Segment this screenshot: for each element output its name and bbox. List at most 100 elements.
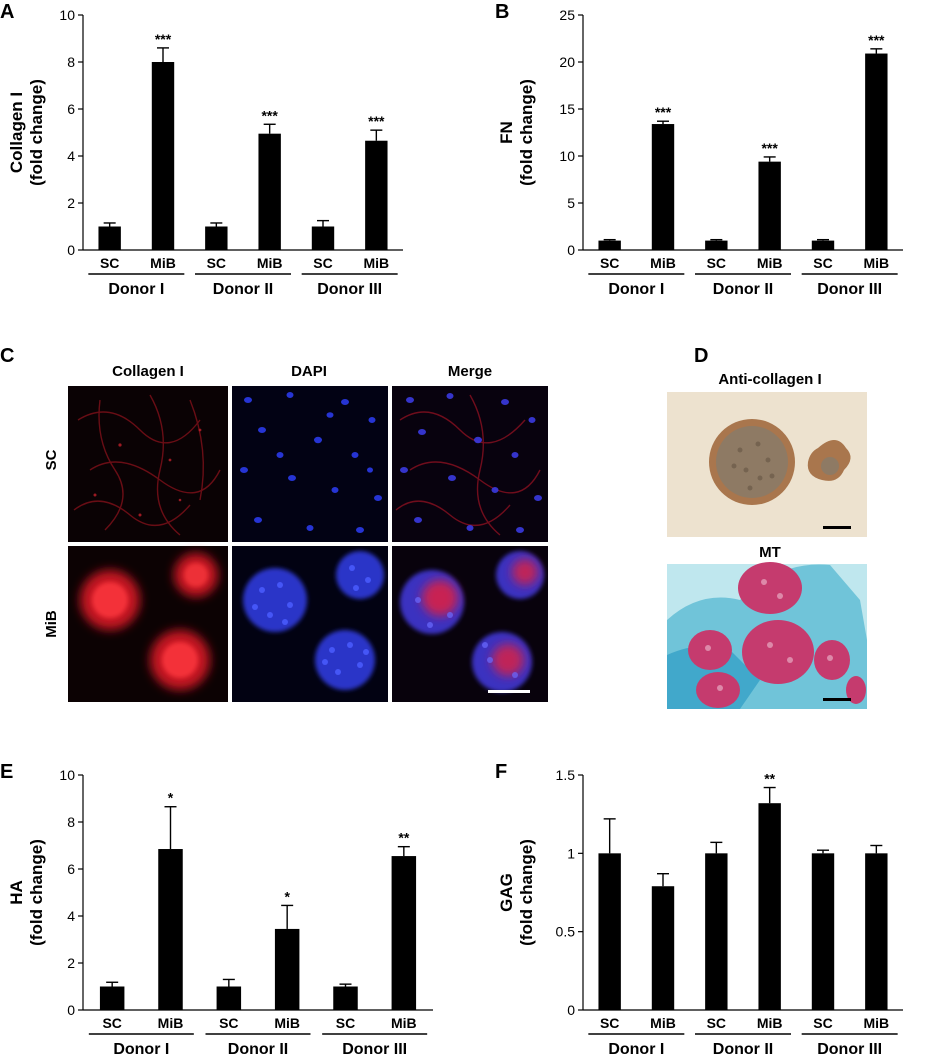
chart-ha: E HA (fold change) 0 2 4 6 8 10 SC * MiB SC * MiB SC ** M… xyxy=(0,761,433,1058)
y-tick-label: 1.5 xyxy=(556,767,576,783)
x-category-label: SC xyxy=(600,1015,619,1031)
x-category-label: SC xyxy=(707,255,726,271)
bar-sc xyxy=(598,240,621,250)
bar-sc xyxy=(598,853,621,1010)
chart-fn: B FN (fold change) 0 5 10 15 20 25 SC *** MiB SC *** M… xyxy=(495,1,903,298)
x-category-label: SC xyxy=(336,1015,355,1031)
bar-sc xyxy=(205,226,228,250)
bar-sc xyxy=(99,986,125,1010)
y-axis-label: Collagen I xyxy=(7,92,26,173)
significance-marker: * xyxy=(284,888,290,904)
column-title-dapi: DAPI xyxy=(291,363,327,380)
group-label: Donor III xyxy=(817,1041,882,1058)
panel-label-c: C xyxy=(0,345,14,367)
chart-gag: F GAG (fold change) 0 0.5 1 1.5 SC MiB SC ** MiB SC M… xyxy=(495,761,903,1058)
significance-marker: * xyxy=(168,790,174,806)
significance-marker: *** xyxy=(261,107,278,123)
x-category-label: SC xyxy=(219,1015,238,1031)
significance-marker: ** xyxy=(764,771,775,787)
y-tick-label: 25 xyxy=(559,7,575,23)
significance-marker: *** xyxy=(655,104,672,120)
y-tick-label: 0 xyxy=(567,1002,575,1018)
group-label: Donor II xyxy=(713,1041,773,1058)
bar-mib xyxy=(865,853,888,1010)
group-label: Donor III xyxy=(317,281,382,298)
bar-sc xyxy=(311,226,335,250)
bar-sc xyxy=(216,986,242,1010)
group-label: Donor III xyxy=(817,281,882,298)
significance-marker: *** xyxy=(868,32,885,48)
y-tick-label: 4 xyxy=(67,908,75,924)
y-axis-label: HA xyxy=(7,880,26,905)
y-tick-label: 15 xyxy=(559,101,575,117)
x-category-label: SC xyxy=(100,255,119,271)
y-tick-label: 0.5 xyxy=(556,924,576,940)
micrograph-sc-merge xyxy=(392,386,548,542)
y-tick-label: 10 xyxy=(59,7,75,23)
y-tick-label: 0 xyxy=(67,1002,75,1018)
bar-mib xyxy=(865,53,888,250)
bar-mib xyxy=(758,803,781,1010)
scale-bar xyxy=(488,690,530,693)
title-anti-collagen-i: Anti-collagen I xyxy=(718,371,821,388)
bar-mib xyxy=(391,856,417,1010)
panel-label-a: A xyxy=(0,1,14,23)
y-axis-label: FN xyxy=(497,121,516,144)
micrograph-mt xyxy=(667,562,867,709)
x-category-label: MiB xyxy=(757,255,783,271)
title-mt: MT xyxy=(759,544,781,561)
column-title-collagen-i: Collagen I xyxy=(112,363,184,380)
bar-mib xyxy=(758,161,781,250)
significance-marker: *** xyxy=(368,113,385,129)
micrograph-mib-merge xyxy=(392,546,548,702)
panel-label-e: E xyxy=(0,761,13,783)
x-category-label: MiB xyxy=(158,1015,184,1031)
panel-d-histology: D Anti-collagen I MT xyxy=(667,345,867,709)
bar-sc xyxy=(705,853,728,1010)
y-tick-label: 6 xyxy=(67,101,75,117)
significance-marker: ** xyxy=(398,830,409,846)
significance-marker: *** xyxy=(761,140,778,156)
group-label: Donor III xyxy=(342,1041,407,1058)
y-axis-label: (fold change) xyxy=(517,79,536,186)
bar-mib xyxy=(258,133,281,250)
group-label: Donor I xyxy=(108,281,164,298)
panel-label-f: F xyxy=(495,761,507,783)
y-tick-label: 2 xyxy=(67,955,75,971)
bar-sc xyxy=(811,853,835,1010)
y-tick-label: 0 xyxy=(567,242,575,258)
y-tick-label: 10 xyxy=(59,767,75,783)
y-tick-label: 10 xyxy=(559,148,575,164)
x-category-label: MiB xyxy=(391,1015,417,1031)
row-label-sc: SC xyxy=(43,449,60,470)
y-tick-label: 4 xyxy=(67,148,75,164)
group-label: Donor II xyxy=(228,1041,288,1058)
x-category-label: SC xyxy=(813,1015,832,1031)
x-category-label: MiB xyxy=(650,1015,676,1031)
x-category-label: MiB xyxy=(363,255,389,271)
x-category-label: SC xyxy=(707,1015,726,1031)
bar-sc xyxy=(705,240,728,250)
y-tick-label: 20 xyxy=(559,54,575,70)
bar-mib xyxy=(365,140,388,250)
significance-marker: *** xyxy=(155,31,172,47)
group-label: Donor I xyxy=(608,1041,664,1058)
x-category-label: MiB xyxy=(150,255,176,271)
chart-collagen-i: A Collagen I (fold change) 0 2 4 6 8 10 SC *** MiB S… xyxy=(0,1,403,298)
y-tick-label: 8 xyxy=(67,54,75,70)
x-category-label: SC xyxy=(207,255,226,271)
y-axis-label: (fold change) xyxy=(517,839,536,946)
x-category-label: MiB xyxy=(257,255,283,271)
y-tick-label: 0 xyxy=(67,242,75,258)
bar-mib xyxy=(158,849,183,1010)
micrograph-mib-collagen xyxy=(68,546,228,702)
group-label: Donor I xyxy=(113,1041,169,1058)
bar-mib xyxy=(651,886,675,1010)
bar-sc xyxy=(811,240,835,250)
bar-mib xyxy=(274,928,300,1010)
y-tick-label: 2 xyxy=(67,195,75,211)
y-tick-label: 6 xyxy=(67,861,75,877)
x-category-label: MiB xyxy=(650,255,676,271)
bar-mib xyxy=(651,124,675,250)
